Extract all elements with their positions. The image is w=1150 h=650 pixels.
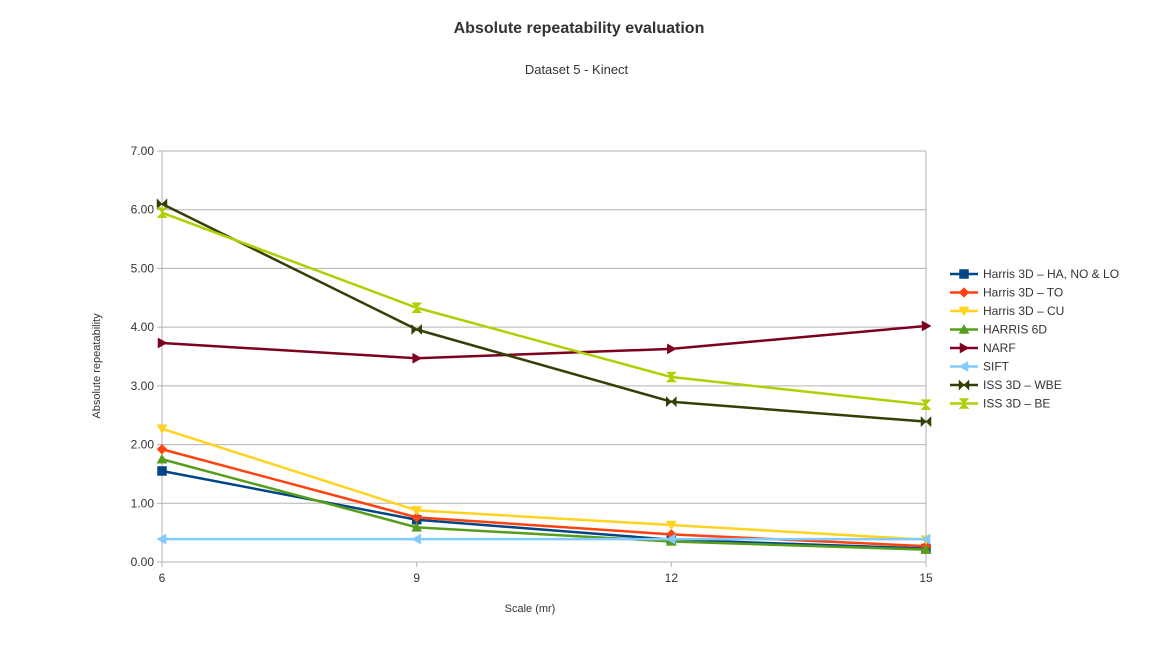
data-point: [665, 371, 677, 383]
legend-label: Harris 3D – HA, NO & LO: [983, 267, 1119, 281]
series-line: [161, 458, 927, 551]
series-7: [156, 198, 932, 428]
data-point: [411, 302, 423, 314]
legend-item: Harris 3D – TO: [950, 286, 1063, 300]
data-point: [156, 424, 168, 435]
legend-item: ISS 3D – BE: [950, 397, 1050, 411]
data-point: [156, 443, 168, 455]
grid-lines: [157, 150, 927, 567]
series-5: [157, 320, 932, 364]
legend-marker: [958, 398, 970, 409]
series-line: [161, 202, 927, 423]
series-8: [156, 207, 932, 410]
x-axis-label: Scale (mr): [505, 603, 556, 615]
legend-marker: [958, 306, 970, 317]
data-point: [921, 320, 932, 332]
series-line: [161, 448, 927, 548]
legend-label: ISS 3D – WBE: [983, 378, 1062, 392]
legend-marker: [959, 342, 970, 354]
y-tick-label: 6.00: [131, 203, 155, 217]
chart-title: Absolute repeatability evaluation: [453, 20, 705, 37]
data-point: [156, 533, 167, 545]
x-tick-label: 15: [919, 571, 933, 585]
y-axis-tick-labels: 0.00 1.00 2.00 3.00 4.00 5.00 6.00 7.00: [131, 144, 155, 569]
legend-item: Harris 3D – CU: [950, 304, 1064, 318]
data-point: [411, 323, 422, 336]
y-tick-label: 2.00: [131, 438, 155, 452]
legend-label: HARRIS 6D: [983, 323, 1047, 337]
x-tick-label: 9: [413, 571, 420, 585]
data-point: [666, 396, 677, 408]
y-tick-label: 3.00: [131, 379, 155, 393]
y-tick-label: 7.00: [131, 144, 155, 158]
data-point: [667, 343, 677, 355]
data-point: [411, 533, 421, 545]
data-point: [920, 533, 931, 545]
legend-label: SIFT: [983, 360, 1010, 374]
x-tick-label: 12: [665, 571, 679, 585]
data-point: [156, 453, 168, 464]
x-axis-tick-labels: 6 9 12 15: [159, 571, 933, 585]
legend-label: NARF: [983, 341, 1016, 355]
legend-label: Harris 3D – TO: [983, 286, 1063, 300]
legend-marker: [958, 379, 970, 391]
data-point: [920, 416, 932, 428]
legend-label: ISS 3D – BE: [983, 397, 1050, 411]
series-line: [161, 211, 927, 406]
y-tick-label: 5.00: [131, 261, 155, 275]
data-point: [920, 544, 932, 554]
data-point: [665, 533, 676, 545]
data-point: [920, 399, 932, 410]
series-lines: [156, 198, 932, 554]
data-point: [411, 506, 423, 516]
legend-marker: [958, 323, 970, 334]
series-line: [161, 427, 927, 541]
data-point: [412, 352, 423, 364]
series-line: [161, 324, 927, 360]
legend-label: Harris 3D – CU: [983, 304, 1064, 318]
y-axis-label: Absolute repeatability: [91, 313, 103, 419]
series-6: [156, 533, 931, 545]
data-point: [411, 521, 423, 532]
data-point: [156, 198, 168, 210]
chart-subtitle: Dataset 5 - Kinect: [524, 62, 629, 77]
data-point: [157, 337, 168, 349]
data-point: [156, 207, 168, 218]
legend-item: SIFT: [950, 360, 1010, 374]
legend-marker: [958, 361, 969, 372]
legend-marker: [959, 269, 969, 279]
y-tick-label: 1.00: [131, 496, 155, 510]
series-line: [161, 469, 927, 550]
legend-item: HARRIS 6D: [950, 323, 1047, 337]
legend-marker: [958, 287, 970, 298]
legend-item: NARF: [950, 341, 1016, 355]
legend: Harris 3D – HA, NO & LO Harris 3D – TO Har…: [950, 267, 1119, 411]
data-point: [665, 520, 677, 531]
y-tick-label: 4.00: [131, 320, 155, 334]
legend-item: Harris 3D – HA, NO & LO: [950, 267, 1119, 281]
legend-item: ISS 3D – WBE: [950, 378, 1062, 392]
y-tick-label: 0.00: [131, 555, 155, 569]
x-tick-label: 6: [159, 571, 166, 585]
data-point: [157, 466, 167, 476]
